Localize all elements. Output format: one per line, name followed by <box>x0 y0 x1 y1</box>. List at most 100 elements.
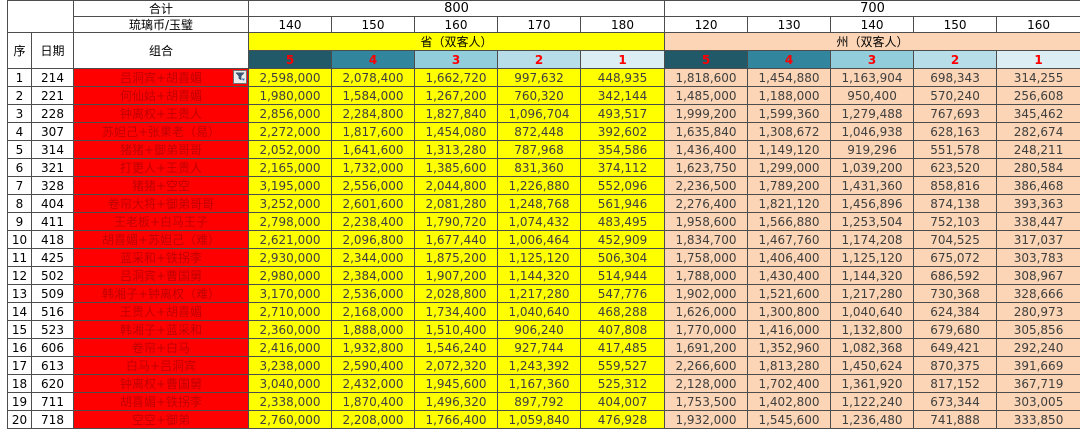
date-cell[interactable]: 523 <box>31 320 74 339</box>
sheng-value-cell-2[interactable]: 831,360 <box>497 158 581 177</box>
sheng-value-cell-3[interactable]: 2,072,320 <box>414 356 498 375</box>
combo-header-cell[interactable]: 组合 <box>73 32 249 69</box>
col-700-130[interactable]: 130 <box>747 16 832 33</box>
zhou-value-cell-4[interactable]: 1,813,280 <box>747 356 832 375</box>
sheng-value-cell-5[interactable]: 3,195,000 <box>248 176 332 195</box>
sheng-value-cell-1[interactable]: 483,495 <box>579 212 666 231</box>
seq-cell[interactable]: 11 <box>7 248 32 267</box>
zhou-value-cell-1[interactable]: 386,468 <box>996 176 1080 195</box>
sheng-value-cell-2[interactable]: 1,125,120 <box>497 248 581 267</box>
seq-cell[interactable]: 4 <box>7 122 32 141</box>
zhou-value-cell-5[interactable]: 1,626,000 <box>664 302 749 321</box>
zhou-value-cell-3[interactable]: 1,279,488 <box>830 104 915 123</box>
sheng-value-cell-4[interactable]: 2,208,000 <box>331 410 415 429</box>
date-cell[interactable]: 718 <box>31 410 74 429</box>
zhou-value-cell-3[interactable]: 1,450,624 <box>830 356 915 375</box>
col-700-140[interactable]: 140 <box>830 16 915 33</box>
zhou-value-cell-1[interactable]: 303,783 <box>996 248 1080 267</box>
zhou-value-cell-4[interactable]: 1,599,360 <box>747 104 832 123</box>
date-cell[interactable]: 328 <box>31 176 74 195</box>
zhou-value-cell-1[interactable]: 292,240 <box>996 338 1080 357</box>
zhou-value-cell-2[interactable]: 628,163 <box>913 122 998 141</box>
sheng-value-cell-4[interactable]: 1,932,800 <box>331 338 415 357</box>
zhou-value-cell-2[interactable]: 858,816 <box>913 176 998 195</box>
sheng-value-cell-3[interactable]: 1,945,600 <box>414 374 498 393</box>
date-cell[interactable]: 404 <box>31 194 74 213</box>
corner-cell[interactable] <box>7 0 74 33</box>
combo-cell[interactable]: 打更人+王贵人 <box>73 158 249 177</box>
sheng-value-cell-1[interactable]: 392,602 <box>579 122 666 141</box>
zhou-value-cell-1[interactable]: 393,363 <box>996 194 1080 213</box>
sheng-value-cell-4[interactable]: 2,536,000 <box>331 284 415 303</box>
zhou-value-cell-3[interactable]: 1,217,280 <box>830 284 915 303</box>
sheng-rank-3[interactable]: 3 <box>414 50 498 69</box>
col-800-150[interactable]: 150 <box>331 16 415 33</box>
zhou-value-cell-2[interactable]: 767,693 <box>913 104 998 123</box>
combo-cell[interactable]: 韩湘子+钟离权（难） <box>73 284 249 303</box>
sheng-value-cell-4[interactable]: 2,344,000 <box>331 248 415 267</box>
sheng-rank-2[interactable]: 2 <box>497 50 581 69</box>
sheng-value-cell-1[interactable]: 407,808 <box>579 320 666 339</box>
zhou-value-cell-5[interactable]: 1,753,500 <box>664 392 749 411</box>
date-cell[interactable]: 228 <box>31 104 74 123</box>
sheng-value-cell-2[interactable]: 927,744 <box>497 338 581 357</box>
date-cell[interactable]: 314 <box>31 140 74 159</box>
sheng-value-cell-2[interactable]: 1,226,880 <box>497 176 581 195</box>
zhou-value-cell-2[interactable]: 752,103 <box>913 212 998 231</box>
sheng-value-cell-2[interactable]: 787,968 <box>497 140 581 159</box>
zhou-value-cell-3[interactable]: 1,253,504 <box>830 212 915 231</box>
zhou-value-cell-2[interactable]: 673,344 <box>913 392 998 411</box>
zhou-value-cell-5[interactable]: 1,691,200 <box>664 338 749 357</box>
zhou-value-cell-5[interactable]: 1,788,000 <box>664 266 749 285</box>
sheng-value-cell-5[interactable]: 2,416,000 <box>248 338 332 357</box>
zhou-value-cell-3[interactable]: 1,082,368 <box>830 338 915 357</box>
zhou-value-cell-2[interactable]: 704,525 <box>913 230 998 249</box>
zhou-value-cell-5[interactable]: 2,128,000 <box>664 374 749 393</box>
combo-cell[interactable]: 韩湘子+蓝采和 <box>73 320 249 339</box>
zhou-value-cell-4[interactable]: 1,188,000 <box>747 86 832 105</box>
col-700-150[interactable]: 150 <box>913 16 998 33</box>
date-cell[interactable]: 711 <box>31 392 74 411</box>
combo-cell[interactable]: 胡喜媚+苏妲己（难） <box>73 230 249 249</box>
combo-cell[interactable]: 空空+御弟 <box>73 410 249 429</box>
sheng-rank-5[interactable]: 5 <box>248 50 332 69</box>
zhou-value-cell-3[interactable]: 1,125,120 <box>830 248 915 267</box>
zhou-value-cell-1[interactable]: 248,211 <box>996 140 1080 159</box>
sheng-value-cell-3[interactable]: 1,267,200 <box>414 86 498 105</box>
sheng-value-cell-4[interactable]: 1,641,600 <box>331 140 415 159</box>
combo-cell[interactable]: 蓝采和+铁拐李 <box>73 248 249 267</box>
sheng-value-cell-4[interactable]: 2,096,800 <box>331 230 415 249</box>
zhou-value-cell-4[interactable]: 1,402,800 <box>747 392 832 411</box>
date-cell[interactable]: 411 <box>31 212 74 231</box>
zhou-value-cell-2[interactable]: 870,375 <box>913 356 998 375</box>
zhou-value-cell-3[interactable]: 1,174,208 <box>830 230 915 249</box>
combo-cell[interactable]: 猪猪+御弟哥哥 <box>73 140 249 159</box>
zhou-value-cell-5[interactable]: 1,485,000 <box>664 86 749 105</box>
sheng-value-cell-1[interactable]: 547,776 <box>579 284 666 303</box>
sheng-section-header[interactable]: 省（双客人） <box>247 32 666 51</box>
combo-cell[interactable]: 王老板+白马王子 <box>73 212 249 231</box>
col-700-120[interactable]: 120 <box>664 16 749 33</box>
seq-cell[interactable]: 14 <box>7 302 32 321</box>
sheng-value-cell-1[interactable]: 476,928 <box>579 410 666 429</box>
sheng-value-cell-1[interactable]: 493,517 <box>579 104 666 123</box>
zhou-value-cell-1[interactable]: 333,850 <box>996 410 1080 429</box>
seq-cell[interactable]: 5 <box>7 140 32 159</box>
combo-cell[interactable]: 王贵人+胡喜媚 <box>73 302 249 321</box>
sheng-value-cell-1[interactable]: 448,935 <box>579 68 666 87</box>
sheng-value-cell-2[interactable]: 1,074,432 <box>497 212 581 231</box>
zhou-value-cell-2[interactable]: 686,592 <box>913 266 998 285</box>
zhou-value-cell-3[interactable]: 1,039,200 <box>830 158 915 177</box>
zhou-value-cell-2[interactable]: 551,578 <box>913 140 998 159</box>
sheng-value-cell-1[interactable]: 354,586 <box>579 140 666 159</box>
sheng-rank-4[interactable]: 4 <box>331 50 415 69</box>
sheng-value-cell-4[interactable]: 2,556,000 <box>331 176 415 195</box>
zhou-value-cell-4[interactable]: 1,299,000 <box>747 158 832 177</box>
seq-cell[interactable]: 8 <box>7 194 32 213</box>
zhou-value-cell-3[interactable]: 1,040,640 <box>830 302 915 321</box>
zhou-value-cell-3[interactable]: 1,122,240 <box>830 392 915 411</box>
combo-cell[interactable]: 猪猪+空空 <box>73 176 249 195</box>
sheng-value-cell-3[interactable]: 1,875,200 <box>414 248 498 267</box>
date-header-cell[interactable]: 日期 <box>31 32 74 69</box>
sheng-value-cell-3[interactable]: 2,028,800 <box>414 284 498 303</box>
